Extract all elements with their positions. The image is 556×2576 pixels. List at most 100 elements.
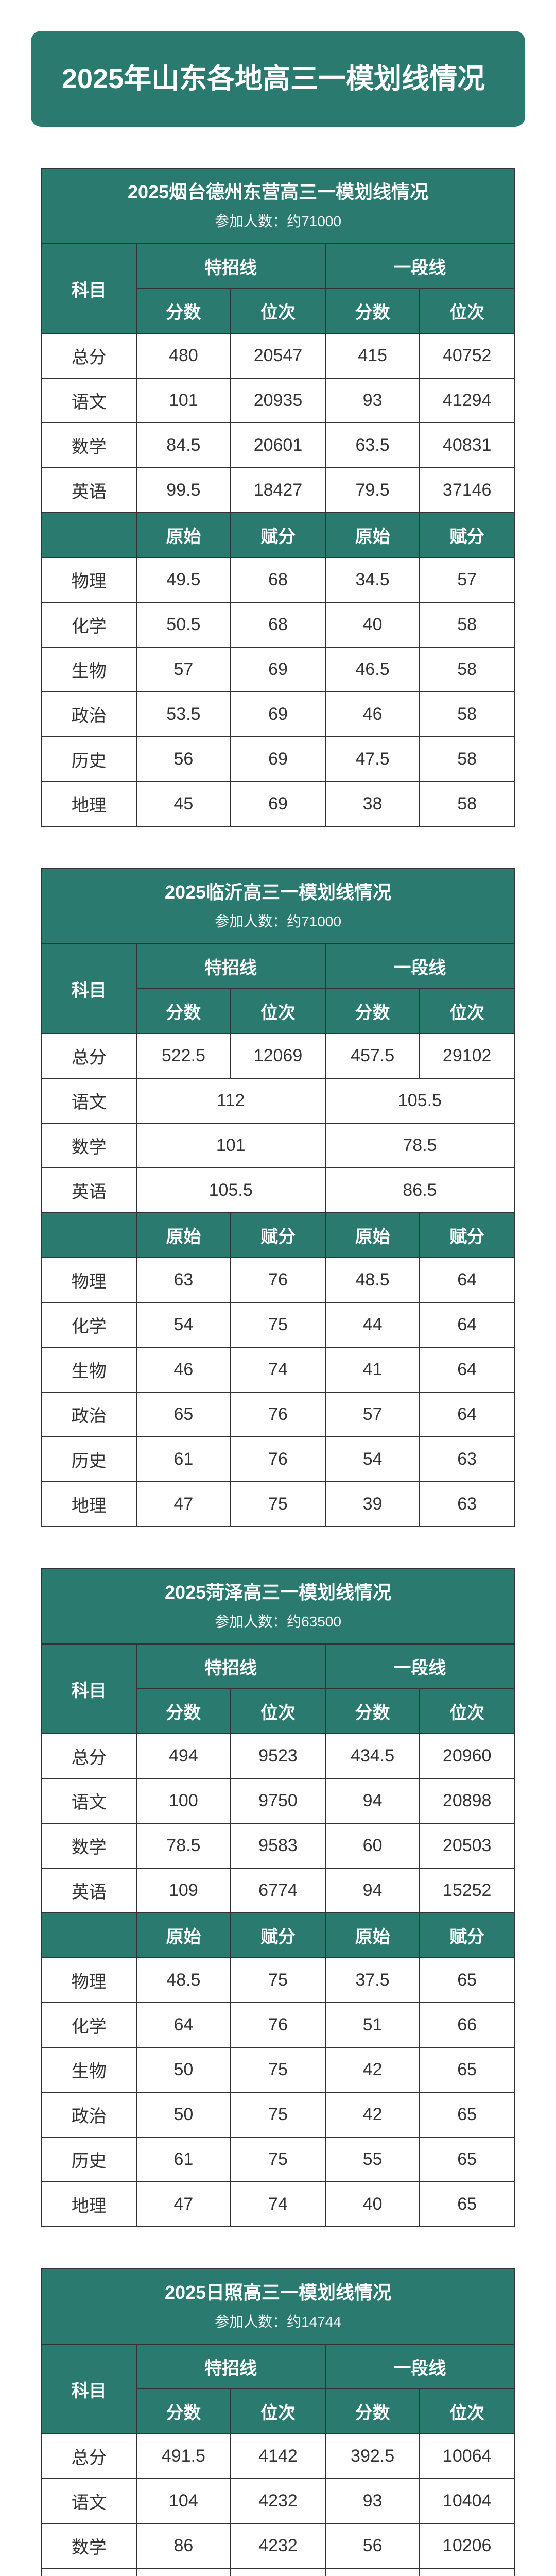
cell-value: 65 xyxy=(420,1958,514,2003)
cell-subject: 数学 xyxy=(42,2523,136,2568)
cell-value: 42 xyxy=(325,2047,420,2092)
cell-value: 65 xyxy=(136,1392,231,1437)
table-row: 政治65765764 xyxy=(42,1392,514,1437)
col-conv: 赋分 xyxy=(420,1913,514,1958)
cell-subject: 总分 xyxy=(42,1734,136,1778)
cell-value: 75 xyxy=(231,2137,325,2182)
table-row: 生物46744164 xyxy=(42,1347,514,1392)
cell-value: 109 xyxy=(136,1868,231,1913)
cell-subject: 数学 xyxy=(42,1123,136,1168)
col-score: 分数 xyxy=(325,1689,420,1734)
cell-value: 69 xyxy=(231,782,325,826)
cell-subject: 地理 xyxy=(42,1482,136,1527)
cell-subject: 物理 xyxy=(42,557,136,602)
cell-value: 37.5 xyxy=(325,1958,420,2003)
cell-value: 37146 xyxy=(420,468,514,513)
col-score: 分数 xyxy=(136,289,231,333)
cell-value: 75 xyxy=(231,2092,325,2137)
cell-subject: 政治 xyxy=(42,692,136,737)
table-row: 地理47744065 xyxy=(42,2182,514,2227)
table-row: 生物50754265 xyxy=(42,2047,514,2092)
cell-value: 94 xyxy=(325,1868,420,1913)
cell-subject: 英语 xyxy=(42,1868,136,1913)
cell-value: 58 xyxy=(420,737,514,782)
table-row: 语文101209359341294 xyxy=(42,378,514,423)
cell-value: 10206 xyxy=(420,2523,514,2568)
cell-value: 75 xyxy=(231,1958,325,2003)
score-table: 2025临沂高三一模划线情况参加人数：约71000科目特招线一段线分数位次分数位… xyxy=(41,868,515,1527)
cell-value: 63 xyxy=(136,1258,231,1302)
cell-value: 56 xyxy=(136,737,231,782)
col-subject: 科目 xyxy=(42,244,136,333)
page-banner: 2025年山东各地高三一模划线情况 xyxy=(31,31,525,127)
cell-subject: 生物 xyxy=(42,2047,136,2092)
cell-value: 4232 xyxy=(231,2523,325,2568)
cell-value: 42 xyxy=(325,2092,420,2137)
cell-value: 65 xyxy=(420,2092,514,2137)
cell-value: 61 xyxy=(136,1437,231,1482)
cell-value: 75 xyxy=(231,1302,325,1347)
table-row: 数学8642325610206 xyxy=(42,2523,514,2568)
table-row: 数学10178.5 xyxy=(42,1123,514,1168)
cell-subject: 生物 xyxy=(42,1347,136,1392)
cell-value: 494 xyxy=(136,1734,231,1778)
cell-value: 29102 xyxy=(420,1033,514,1078)
table-row: 英语104.5378777.58423 xyxy=(42,2568,514,2576)
cell-value: 8423 xyxy=(420,2568,514,2576)
table-title: 2025日照高三一模划线情况参加人数：约14744 xyxy=(42,2269,514,2344)
cell-value: 93 xyxy=(325,2479,420,2523)
table-row: 语文10442329310404 xyxy=(42,2479,514,2523)
cell-subject: 语文 xyxy=(42,1778,136,1823)
cell-value: 77.5 xyxy=(325,2568,420,2576)
cell-subject: 语文 xyxy=(42,1078,136,1123)
table-row: 历史61765463 xyxy=(42,1437,514,1482)
col-raw: 原始 xyxy=(325,1213,420,1258)
table: 2025菏泽高三一模划线情况参加人数：约63500科目特招线一段线分数位次分数位… xyxy=(41,1568,515,2227)
table-row: 总分522.512069457.529102 xyxy=(42,1033,514,1078)
cell-subject: 化学 xyxy=(42,2003,136,2047)
table: 2025临沂高三一模划线情况参加人数：约71000科目特招线一段线分数位次分数位… xyxy=(41,868,515,1527)
cell-value: 46 xyxy=(325,692,420,737)
cell-value: 99.5 xyxy=(136,468,231,513)
cell-subject: 历史 xyxy=(42,737,136,782)
col-group-a: 特招线 xyxy=(136,2344,325,2389)
cell-subject: 地理 xyxy=(42,782,136,826)
cell-value: 56 xyxy=(325,2523,420,2568)
col-raw: 原始 xyxy=(136,513,231,557)
table-row: 化学54754464 xyxy=(42,1302,514,1347)
cell-value: 104 xyxy=(136,2479,231,2523)
cell-value: 46.5 xyxy=(325,647,420,692)
table-row: 化学64765166 xyxy=(42,2003,514,2047)
cell-value: 47.5 xyxy=(325,737,420,782)
cell-value: 60 xyxy=(325,1823,420,1868)
table-row: 语文10097509420898 xyxy=(42,1778,514,1823)
cell-value: 69 xyxy=(231,737,325,782)
cell-subject: 总分 xyxy=(42,333,136,378)
cell-value: 47 xyxy=(136,2182,231,2227)
score-table: 2025菏泽高三一模划线情况参加人数：约63500科目特招线一段线分数位次分数位… xyxy=(41,1568,515,2227)
cell-value: 20601 xyxy=(231,423,325,468)
blank-head xyxy=(42,513,136,557)
cell-value: 15252 xyxy=(420,1868,514,1913)
col-rank: 位次 xyxy=(420,289,514,333)
col-rank: 位次 xyxy=(231,2389,325,2434)
table-row: 英语99.51842779.537146 xyxy=(42,468,514,513)
col-group-a: 特招线 xyxy=(136,1644,325,1689)
cell-value: 434.5 xyxy=(325,1734,420,1778)
cell-subject: 历史 xyxy=(42,1437,136,1482)
cell-value: 41 xyxy=(325,1347,420,1392)
cell-value: 50 xyxy=(136,2047,231,2092)
cell-value: 61 xyxy=(136,2137,231,2182)
table-title: 2025烟台德州东营高三一模划线情况参加人数：约71000 xyxy=(42,168,514,244)
col-rank: 位次 xyxy=(231,289,325,333)
cell-subject: 数学 xyxy=(42,423,136,468)
cell-subject: 化学 xyxy=(42,1302,136,1347)
blank-head xyxy=(42,1213,136,1258)
cell-subject: 数学 xyxy=(42,1823,136,1868)
cell-subject: 物理 xyxy=(42,1258,136,1302)
cell-value: 93 xyxy=(325,378,420,423)
table-row: 总分491.54142392.510064 xyxy=(42,2434,514,2479)
table-row: 英语10967749415252 xyxy=(42,1868,514,1913)
cell-value: 105.5 xyxy=(136,1168,325,1213)
cell-value: 63 xyxy=(420,1437,514,1482)
